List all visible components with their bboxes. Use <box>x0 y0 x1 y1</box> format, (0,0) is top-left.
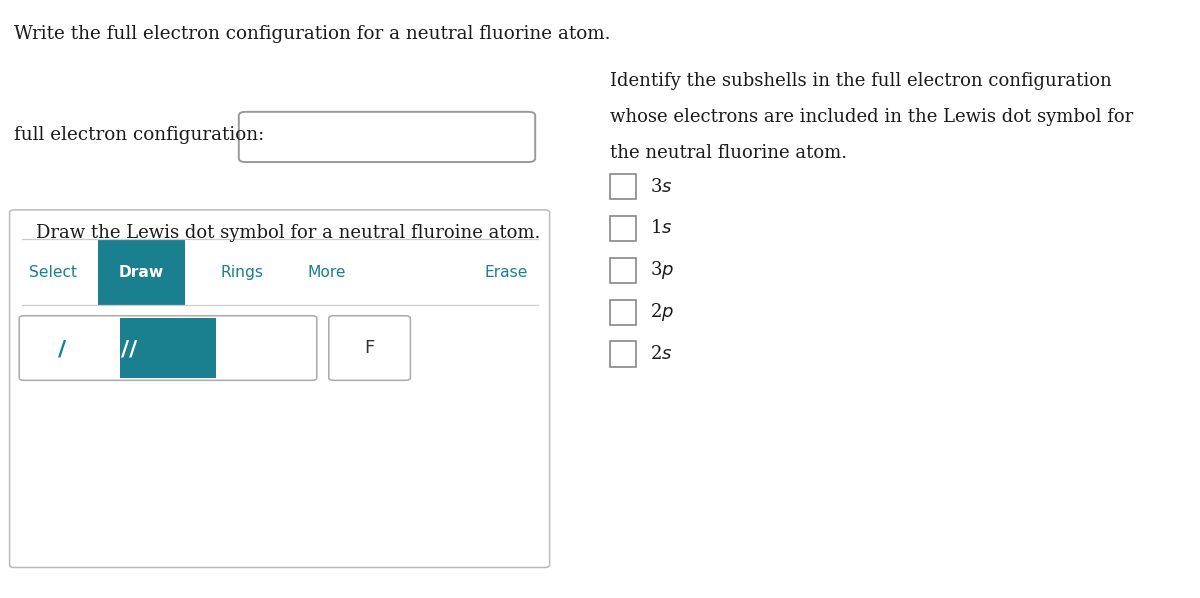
FancyBboxPatch shape <box>329 316 410 380</box>
Text: 3$\it{p}$: 3$\it{p}$ <box>650 260 674 281</box>
Bar <box>610 174 636 199</box>
Text: /: / <box>59 339 66 359</box>
Bar <box>98 239 185 305</box>
Bar <box>610 216 636 241</box>
Text: Identify the subshells in the full electron configuration: Identify the subshells in the full elect… <box>610 72 1111 90</box>
Text: 3$\it{s}$: 3$\it{s}$ <box>650 178 673 196</box>
Text: Rings: Rings <box>221 265 264 280</box>
Text: Draw: Draw <box>119 265 164 280</box>
Text: 1$\it{s}$: 1$\it{s}$ <box>650 219 673 237</box>
Text: More: More <box>307 265 346 280</box>
Text: Select: Select <box>29 265 77 280</box>
Text: Draw the Lewis dot symbol for a neutral fluroine atom.: Draw the Lewis dot symbol for a neutral … <box>36 224 540 242</box>
Text: 2$\it{p}$: 2$\it{p}$ <box>650 301 674 323</box>
Text: whose electrons are included in the Lewis dot symbol for: whose electrons are included in the Lewi… <box>610 108 1133 126</box>
Text: F: F <box>365 339 374 357</box>
Bar <box>610 300 636 325</box>
Bar <box>610 341 636 367</box>
FancyBboxPatch shape <box>239 112 535 162</box>
Text: 2$\it{s}$: 2$\it{s}$ <box>650 345 673 363</box>
FancyBboxPatch shape <box>19 316 317 380</box>
Text: //: // <box>121 339 138 359</box>
Text: the neutral fluorine atom.: the neutral fluorine atom. <box>610 144 847 161</box>
Text: ///: /// <box>185 339 209 359</box>
FancyBboxPatch shape <box>10 210 550 568</box>
Text: Erase: Erase <box>485 265 528 280</box>
Text: Write the full electron configuration for a neutral fluorine atom.: Write the full electron configuration fo… <box>14 25 611 43</box>
Bar <box>610 258 636 283</box>
Bar <box>120 318 216 378</box>
Text: full electron configuration:: full electron configuration: <box>14 126 265 144</box>
